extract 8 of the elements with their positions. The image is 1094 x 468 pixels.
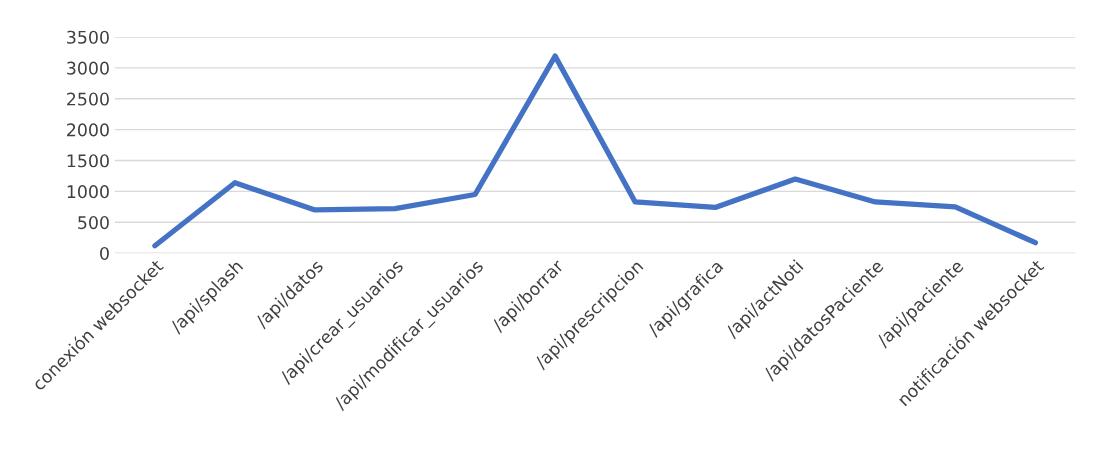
y-tick-label: 1500 <box>67 154 109 168</box>
y-tick-label: 2000 <box>67 123 109 137</box>
y-tick-label: 2500 <box>67 92 109 106</box>
y-tick-label: 3000 <box>67 61 109 75</box>
y-tick-label: 0 <box>100 246 109 261</box>
y-tick-label: 3500 <box>67 30 109 44</box>
y-tick-label: 1000 <box>67 185 109 199</box>
y-tick-label: 500 <box>78 216 109 230</box>
